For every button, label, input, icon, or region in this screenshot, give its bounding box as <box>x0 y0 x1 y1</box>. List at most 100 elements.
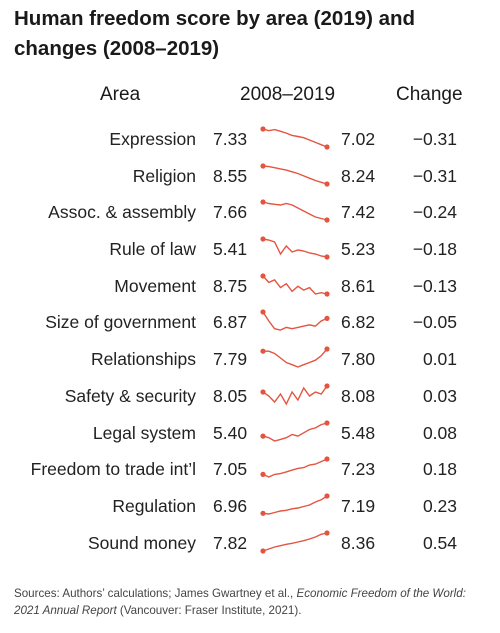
sparkline-start-dot <box>260 389 266 395</box>
end-value: 8.08 <box>341 385 376 406</box>
sparkline-end-dot <box>324 217 330 223</box>
area-label: Freedom to trade int’l <box>30 459 196 480</box>
sparkline-end-dot <box>324 346 330 352</box>
sparkline <box>260 493 330 516</box>
table-row: Sound money 7.82 8.36 0.54 <box>0 525 500 562</box>
column-header-change: Change <box>396 84 463 105</box>
end-value: 8.24 <box>341 165 376 186</box>
table-row: Rule of law 5.41 5.23 −0.18 <box>0 231 500 268</box>
sparkline-end-dot <box>324 181 330 187</box>
area-label: Safety & security <box>64 385 196 406</box>
sparkline-start-dot <box>260 163 266 169</box>
end-value: 7.42 <box>341 202 376 223</box>
table-row: Legal system 5.40 5.48 0.08 <box>0 415 500 452</box>
sparkline <box>260 273 330 297</box>
sparkline <box>260 346 330 368</box>
sparkline <box>260 309 330 332</box>
table-row: Relationships 7.79 7.80 0.01 <box>0 341 500 378</box>
change-value: 0.03 <box>422 385 457 406</box>
change-value: 0.54 <box>422 532 457 553</box>
area-label: Expression <box>109 129 196 149</box>
start-value: 7.33 <box>213 129 248 149</box>
start-value: 8.05 <box>213 385 248 406</box>
sparkline-start-dot <box>260 126 266 132</box>
start-value: 7.66 <box>213 202 248 223</box>
column-header-range: 2008–2019 <box>240 84 336 105</box>
sparkline <box>260 126 330 150</box>
sparkline-start-dot <box>260 348 266 354</box>
sparkline <box>260 419 330 442</box>
sparkline-path <box>262 458 328 478</box>
table-row: Regulation 6.96 7.19 0.23 <box>0 488 500 525</box>
sparkline-path <box>262 201 328 222</box>
table-body: Expression 7.33 7.02 −0.31 Religion 8.55 8.24 −… <box>0 121 500 561</box>
sparkline-end-dot <box>324 291 330 297</box>
source-title: Economic Freedom of the World: 2021 Annu… <box>14 587 466 617</box>
end-value: 8.36 <box>341 532 376 553</box>
sparkline-path <box>262 164 328 185</box>
end-value: 6.82 <box>341 312 376 333</box>
end-value: 7.23 <box>341 459 376 480</box>
change-value: 0.18 <box>422 459 457 480</box>
sparkline-path <box>262 421 328 442</box>
sparkline-path <box>262 385 328 406</box>
sparkline-end-dot <box>324 254 330 260</box>
sparkline-path <box>262 495 328 515</box>
chart-title: Human freedom score by area (2019) and c… <box>14 7 416 60</box>
change-value: 0.23 <box>422 495 457 516</box>
sparkline-end-dot <box>324 316 330 322</box>
end-value: 7.19 <box>341 495 376 516</box>
table-row: Movement 8.75 8.61 −0.13 <box>0 268 500 305</box>
source-suffix: (Vancouver: Fraser Institute, 2021). <box>116 604 302 617</box>
area-label: Movement <box>114 275 196 296</box>
sparkline-start-dot <box>260 510 266 516</box>
area-label: Legal system <box>92 422 196 443</box>
area-label: Relationships <box>90 349 196 370</box>
sparkline <box>260 456 330 478</box>
sparkline-start-dot <box>260 547 266 554</box>
area-label: Rule of law <box>109 239 196 260</box>
start-value: 6.87 <box>213 312 248 333</box>
change-value: 0.01 <box>422 349 457 370</box>
sparkline <box>260 383 330 406</box>
column-header-area: Area <box>100 84 141 105</box>
sparkline <box>260 163 330 187</box>
end-value: 7.80 <box>341 349 376 370</box>
change-value: −0.13 <box>412 275 457 296</box>
table-row: Assoc. & assembly 7.66 7.42 −0.24 <box>0 194 500 231</box>
sparkline-start-dot <box>260 273 266 279</box>
sparkline-path <box>263 348 328 368</box>
sparkline-path <box>262 312 328 332</box>
end-value: 7.02 <box>341 129 376 149</box>
sparkline <box>260 529 330 554</box>
sparkline-start-dot <box>260 433 266 439</box>
start-value: 8.55 <box>213 165 248 186</box>
sparkline-end-dot <box>324 419 330 426</box>
sparkline <box>260 236 330 260</box>
sparkline-start-dot <box>260 199 266 205</box>
change-value: −0.05 <box>412 312 457 333</box>
sparkline-start-dot <box>260 309 266 316</box>
sparkline-path <box>262 275 328 295</box>
source-prefix: Sources: Authors’ calculations; James Gw… <box>14 587 297 600</box>
area-label: Sound money <box>88 532 196 553</box>
change-value: −0.24 <box>412 202 457 223</box>
table-row: Size of government 6.87 6.82 −0.05 <box>0 304 500 341</box>
sparkline-path <box>262 128 328 148</box>
start-value: 6.96 <box>213 495 248 516</box>
start-value: 5.40 <box>213 422 248 443</box>
start-value: 7.82 <box>213 532 248 553</box>
end-value: 5.23 <box>341 239 376 260</box>
sparkline-start-dot <box>260 236 266 242</box>
sparkline-end-dot <box>324 144 330 150</box>
end-value: 8.61 <box>341 275 376 296</box>
table-row: Religion 8.55 8.24 −0.31 <box>0 158 500 195</box>
sparkline-end-dot <box>324 456 330 462</box>
start-value: 7.05 <box>213 459 248 480</box>
change-value: −0.31 <box>412 165 457 186</box>
sparkline-path <box>262 238 328 258</box>
area-label: Size of government <box>45 312 196 333</box>
area-label: Regulation <box>112 495 196 516</box>
sparkline-end-dot <box>324 383 330 389</box>
end-value: 5.48 <box>341 422 376 443</box>
